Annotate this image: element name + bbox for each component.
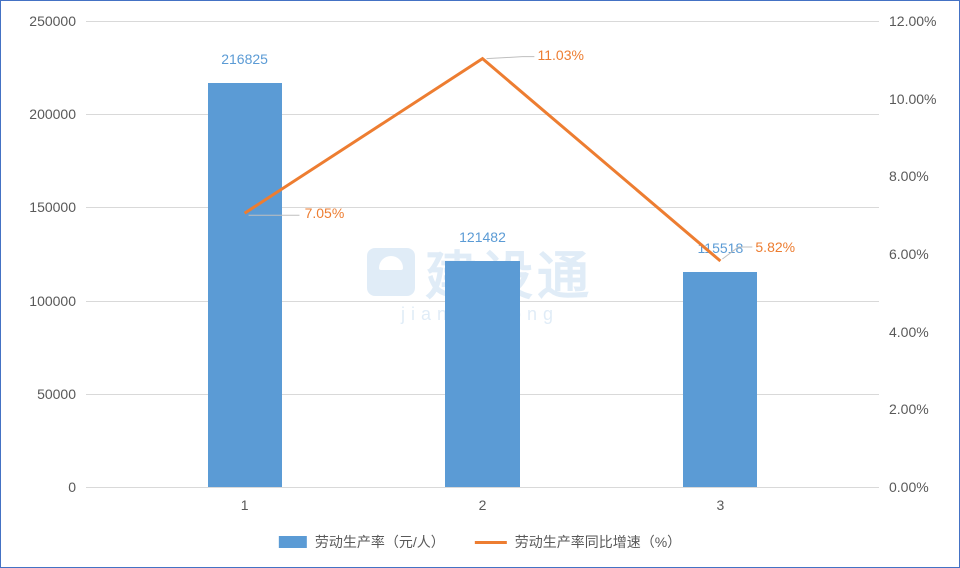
chart-container: 建设通 jianshetong 050000100000150000200000…: [1, 1, 959, 567]
plot-area: 0500001000001500002000002500000.00%2.00%…: [86, 21, 879, 487]
y-left-tick-label: 250000: [29, 13, 76, 29]
x-tick-label: 1: [241, 497, 249, 513]
y-right-tick-label: 8.00%: [889, 168, 929, 184]
legend-bar-swatch: [279, 536, 307, 548]
y-right-tick-label: 4.00%: [889, 324, 929, 340]
leader-line: [486, 57, 534, 59]
legend-line-label: 劳动生产率同比增速（%）: [515, 532, 681, 552]
y-left-tick-label: 0: [68, 479, 76, 495]
line-path: [245, 59, 721, 261]
legend-item-line: 劳动生产率同比增速（%）: [475, 532, 681, 552]
y-right-tick-label: 12.00%: [889, 13, 936, 29]
y-left-tick-label: 50000: [37, 386, 76, 402]
legend-item-bar: 劳动生产率（元/人）: [279, 532, 445, 552]
y-left-tick-label: 150000: [29, 199, 76, 215]
line-value-label: 7.05%: [305, 205, 345, 221]
y-right-tick-label: 2.00%: [889, 401, 929, 417]
y-right-tick-label: 6.00%: [889, 246, 929, 262]
leader-line: [722, 247, 752, 259]
y-right-tick-label: 10.00%: [889, 91, 936, 107]
legend: 劳动生产率（元/人） 劳动生产率同比增速（%）: [279, 532, 681, 552]
x-tick-label: 3: [716, 497, 724, 513]
y-left-tick-label: 100000: [29, 293, 76, 309]
line-value-label: 5.82%: [755, 239, 795, 255]
gridline: [86, 487, 879, 488]
x-tick-label: 2: [479, 497, 487, 513]
legend-line-swatch: [475, 541, 507, 544]
y-left-tick-label: 200000: [29, 106, 76, 122]
legend-bar-label: 劳动生产率（元/人）: [315, 532, 445, 552]
y-right-tick-label: 0.00%: [889, 479, 929, 495]
line-value-label: 11.03%: [538, 47, 584, 63]
